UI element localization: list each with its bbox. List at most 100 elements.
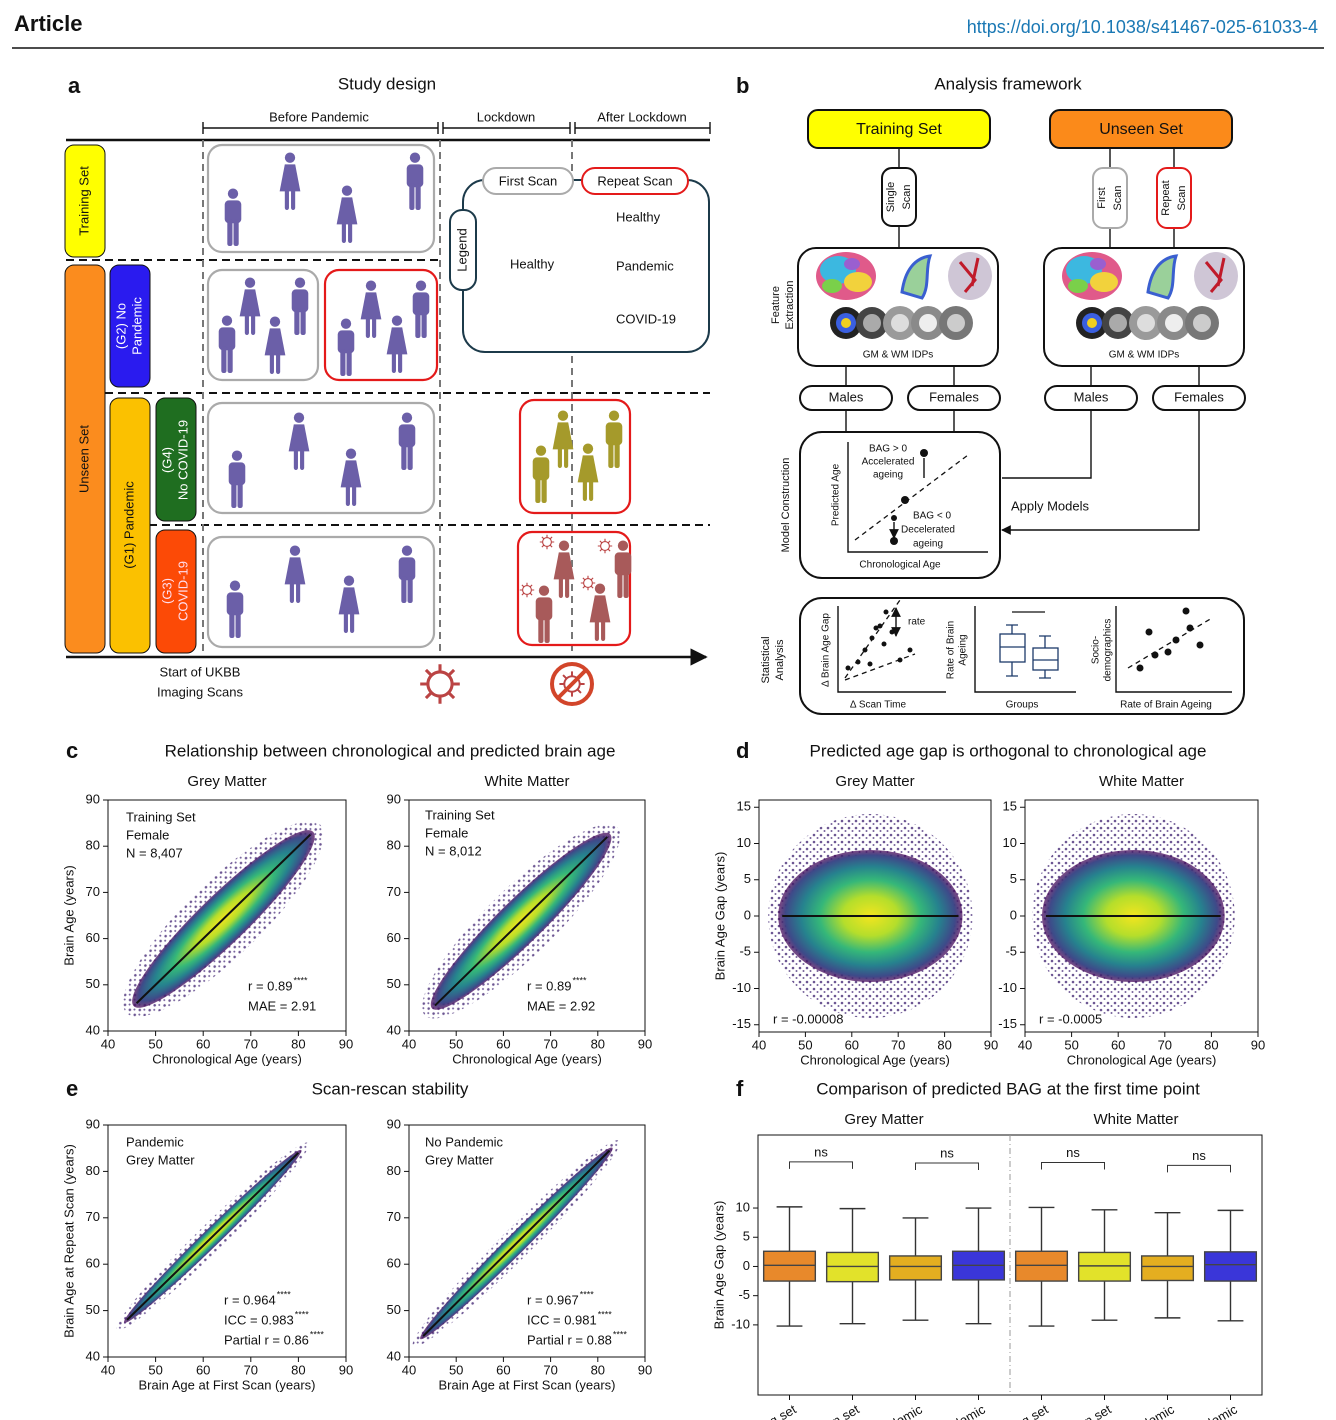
x-tick-label: Training set (733, 1401, 799, 1420)
box (888, 1255, 943, 1281)
box (1014, 1250, 1069, 1282)
dot (890, 537, 898, 545)
panel-title: Scan-rescan stability (312, 1079, 469, 1098)
scan-label: Scan (901, 184, 913, 209)
dot (901, 496, 909, 504)
comparison-label: ns (1192, 1148, 1206, 1163)
person (614, 540, 632, 598)
x-tick-label: 40 (402, 1362, 416, 1377)
group-bar (64, 264, 106, 654)
x-tick-label: 60 (496, 1362, 510, 1377)
person (228, 450, 246, 508)
group-label: Pandemic (129, 297, 144, 355)
row-dividers (66, 259, 710, 526)
training-label: Training Set (856, 121, 942, 138)
bag-label: BAG < 0 (913, 511, 952, 522)
bag-label: ageing (913, 539, 943, 550)
scan-pill (1156, 167, 1192, 229)
dot (891, 515, 897, 521)
x-tick-label: 50 (449, 1036, 463, 1051)
y-tick-label: 0 (743, 1258, 750, 1273)
person (337, 318, 355, 376)
x-axis-label: Chronological Age (years) (800, 1052, 950, 1067)
y-tick-label: 60 (387, 930, 401, 945)
mini-dots (845, 607, 1204, 672)
stat-label: MAE = 2.92 (527, 998, 595, 1013)
annotation: Female (425, 825, 468, 840)
chart-title: White Matter (484, 773, 569, 790)
bag-label: ageing (873, 470, 903, 481)
x-tick-label: 90 (339, 1362, 353, 1377)
rate-label: rate (908, 617, 926, 628)
stat-label: r = -0.0005 (1039, 1011, 1102, 1026)
superscript: **** (277, 1289, 292, 1299)
mini-axis-label: Chronological Age (859, 560, 941, 571)
first-scan-label: First Scan (499, 173, 558, 188)
pill (1044, 385, 1138, 411)
person (605, 410, 623, 468)
x-tick-label: 90 (984, 1037, 998, 1052)
plot-frame (107, 799, 347, 1032)
box (1203, 1251, 1258, 1282)
stat-label: MAE = 2.91 (248, 998, 316, 1013)
group-label: No COVID-19 (175, 420, 190, 500)
group-bar (155, 529, 197, 654)
virus (597, 538, 613, 554)
x-tick-label: 40 (101, 1362, 115, 1377)
stage-label: Extraction (784, 281, 796, 330)
mini-boxes (999, 611, 1059, 679)
scan-box (323, 268, 439, 382)
person (577, 443, 599, 501)
doi-link[interactable]: https://doi.org/10.1038/s41467-025-61033… (967, 17, 1318, 37)
virus-icons (418, 292, 613, 706)
sex-pills (799, 385, 1246, 411)
plot-frame (408, 799, 646, 1032)
panel-letter: c (66, 738, 78, 763)
comparison-label: ns (940, 1145, 954, 1160)
x-axis-label: Chronological Age (years) (152, 1051, 302, 1066)
y-tick-label: 80 (387, 1163, 401, 1178)
sex-label: Females (1174, 389, 1224, 404)
panel-title: Analysis framework (934, 74, 1082, 93)
group-label: Training Set (76, 166, 91, 236)
stage-label: Model Construction (780, 458, 792, 553)
x-tick-label: 80 (591, 1036, 605, 1051)
y-tick-label: 50 (86, 1302, 100, 1317)
x-tick-label: 70 (891, 1037, 905, 1052)
mini-axis-label: Rate of Brain (946, 621, 957, 679)
mini-axis-label: Rate of Brain Ageing (1120, 700, 1212, 711)
panel-letter: f (736, 1076, 744, 1101)
plot-frame (107, 1124, 347, 1358)
stat-label: Partial r = 0.88 (527, 1332, 612, 1347)
annotation: Training Set (425, 807, 495, 822)
stat-label: r = -0.00008 (773, 1011, 843, 1026)
mini-axis-label: Ageing (958, 634, 969, 665)
scan-box (518, 398, 632, 515)
y-tick-label: 5 (743, 1229, 750, 1244)
repeat-scan-label: Repeat Scan (597, 173, 672, 188)
y-tick-label: 5 (1010, 871, 1017, 886)
comparison-bracket (915, 1162, 979, 1171)
group-label: (G2) No (113, 303, 128, 349)
group-label: COVID-19 (175, 561, 190, 621)
bag-label: Decelerated (901, 525, 955, 536)
y-tick-label: 60 (86, 930, 100, 945)
group-label: (G1) Pandemic (121, 481, 136, 569)
annotation: Pandemic (126, 1134, 184, 1149)
person (226, 580, 244, 638)
panel-title: Comparison of predicted BAG at the first… (816, 1079, 1200, 1098)
person (288, 412, 310, 470)
group-bar (155, 397, 197, 522)
scan-box (516, 530, 632, 647)
mini-axis-label: Predicted Age (831, 463, 842, 526)
fit-line (434, 836, 608, 1007)
sex-label: Males (829, 389, 864, 404)
x-tick-label: 50 (1064, 1037, 1078, 1052)
x-tick-label: 70 (543, 1362, 557, 1377)
period-label: Lockdown (477, 109, 536, 124)
stat-label: ICC = 0.983 (224, 1312, 294, 1327)
person (264, 316, 286, 374)
stat-label: r = 0.89 (248, 978, 292, 993)
